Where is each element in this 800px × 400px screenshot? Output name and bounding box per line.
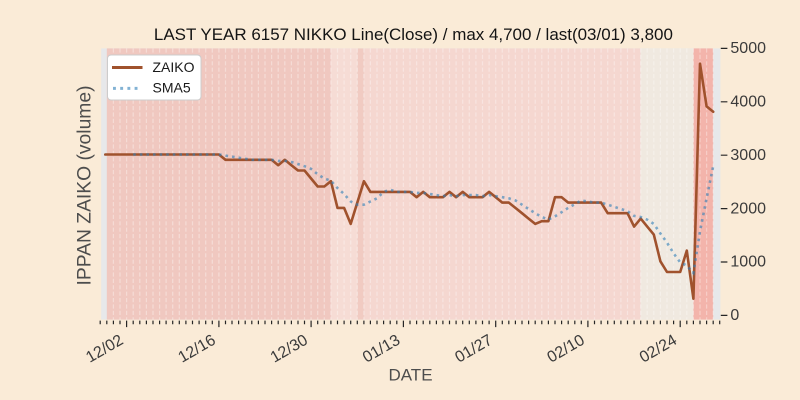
svg-text:SMA5: SMA5	[153, 80, 191, 96]
svg-text:IPPAN ZAIKO (volume): IPPAN ZAIKO (volume)	[75, 86, 96, 286]
svg-text:4000: 4000	[730, 94, 766, 111]
svg-text:2000: 2000	[730, 200, 766, 217]
svg-text:1000: 1000	[730, 254, 766, 271]
svg-text:LAST YEAR 6157 NIKKO Line(Clos: LAST YEAR 6157 NIKKO Line(Close) / max 4…	[154, 25, 673, 44]
svg-text:ZAIKO: ZAIKO	[153, 59, 195, 75]
svg-text:5000: 5000	[730, 40, 766, 57]
svg-text:3000: 3000	[730, 147, 766, 164]
svg-text:DATE: DATE	[388, 365, 432, 384]
svg-text:0: 0	[730, 307, 739, 324]
